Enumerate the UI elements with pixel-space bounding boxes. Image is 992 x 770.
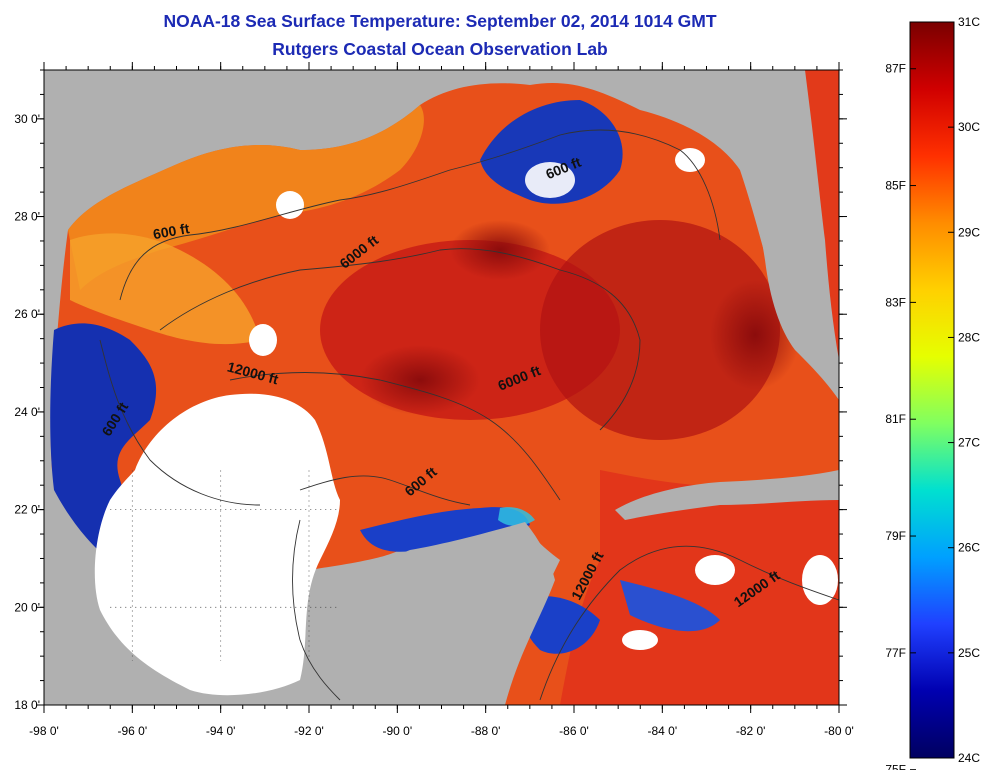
- cold-west-shelf: [50, 323, 157, 560]
- fahrenheit-label: 85F: [885, 179, 906, 193]
- lon-tick-label: -86 0': [559, 724, 589, 738]
- contour-600-west: [99, 339, 261, 506]
- florida-east-water: [805, 70, 839, 360]
- fahrenheit-label: 81F: [885, 412, 906, 426]
- contour-6000: [159, 248, 641, 431]
- lon-tick-label: -90 0': [383, 724, 413, 738]
- graticule: [110, 470, 340, 662]
- hot-spot-north: [450, 220, 550, 280]
- axis-ticks: [36, 62, 847, 713]
- fahrenheit-label: 79F: [885, 529, 906, 543]
- fahrenheit-label: 83F: [885, 295, 906, 309]
- cloud-cuba: [802, 555, 838, 605]
- fahrenheit-label: 87F: [885, 62, 906, 76]
- celsius-label: 27C: [958, 436, 980, 450]
- lon-tick-label: -88 0': [471, 724, 501, 738]
- contour-12000-carib: [539, 545, 839, 701]
- hot-spot-center: [360, 345, 480, 415]
- contour-yucatan: [292, 519, 341, 701]
- celsius-label: 26C: [958, 541, 980, 555]
- lon-tick-label: -84 0': [648, 724, 678, 738]
- contour-600-campeche: [299, 475, 471, 506]
- cloud-texas-coast: [276, 191, 304, 219]
- celsius-label: 31C: [958, 15, 980, 29]
- lon-tick-label: -80 0': [824, 724, 854, 738]
- contour-600-north: [119, 129, 721, 301]
- cloud-louisiana: [525, 162, 575, 198]
- cloud-caribbean: [695, 555, 735, 585]
- colorbar-labels: 31C 30C 29C 28C 27C 26C 25C 24C 87F 85F 83F 81F 79F 7…: [885, 15, 980, 770]
- lon-tick-label: -98 0': [29, 724, 59, 738]
- lon-tick-label: -94 0': [206, 724, 236, 738]
- bathymetry-contours: [99, 129, 839, 701]
- cloud-mexico: [94, 393, 340, 696]
- lat-tick-label: 22 0': [14, 503, 40, 517]
- celsius-label: 24C: [958, 751, 980, 765]
- lat-tick-label: 28 0': [14, 210, 40, 224]
- fahrenheit-label: 75F: [885, 763, 906, 770]
- chart-title: NOAA-18 Sea Surface Temperature: Septemb…: [163, 11, 717, 31]
- cloud-caribbean-2: [622, 630, 658, 650]
- celsius-label: 25C: [958, 646, 980, 660]
- lon-tick-label: -92 0': [294, 724, 324, 738]
- cyan-fringe: [498, 507, 535, 526]
- fahrenheit-label: 77F: [885, 646, 906, 660]
- cold-campeche: [360, 507, 530, 552]
- yucatan-land: [340, 522, 555, 705]
- contour-12000: [229, 372, 561, 501]
- chart-subtitle: Rutgers Coastal Ocean Observation Lab: [272, 39, 608, 59]
- lat-tick-label: 18 0': [14, 698, 40, 712]
- cold-cuba-south: [620, 580, 720, 632]
- western-orange: [70, 233, 260, 345]
- axis-tick-labels: -98 0' -96 0' -94 0' -92 0' -90 0' -88 0' -86 …: [14, 112, 853, 738]
- florida-land: [739, 70, 839, 400]
- celsius-label: 29C: [958, 225, 980, 239]
- celsius-label: 30C: [958, 120, 980, 134]
- lat-tick-label: 26 0': [14, 307, 40, 321]
- depth-label: 600 ft: [152, 220, 191, 242]
- cold-north-delta: [480, 100, 623, 204]
- lat-tick-label: 20 0': [14, 600, 40, 614]
- celsius-label: 28C: [958, 330, 980, 344]
- lon-tick-label: -96 0': [118, 724, 148, 738]
- cuba-land: [615, 470, 839, 520]
- cloud-gulf-center: [249, 324, 277, 356]
- colorbar: [909, 21, 955, 759]
- lat-tick-label: 24 0': [14, 405, 40, 419]
- lon-tick-label: -82 0': [736, 724, 766, 738]
- loop-current: [540, 220, 780, 440]
- lat-tick-label: 30 0': [14, 112, 40, 126]
